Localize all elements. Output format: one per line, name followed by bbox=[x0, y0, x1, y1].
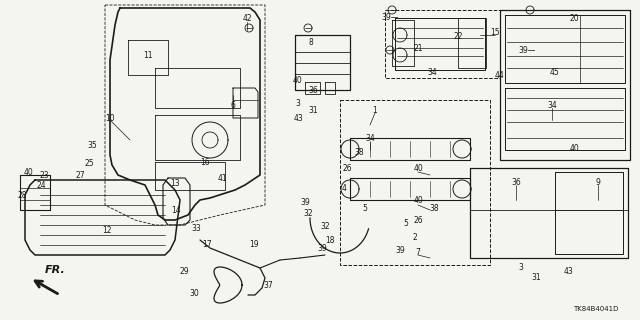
Text: 5: 5 bbox=[404, 219, 408, 228]
Text: 32: 32 bbox=[303, 209, 313, 218]
Text: 37: 37 bbox=[263, 281, 273, 290]
Text: 39: 39 bbox=[395, 245, 405, 254]
Text: 17: 17 bbox=[202, 239, 212, 249]
Text: 28: 28 bbox=[17, 190, 27, 199]
Text: 7: 7 bbox=[415, 247, 420, 257]
Text: 23: 23 bbox=[39, 171, 49, 180]
Text: 3: 3 bbox=[296, 99, 300, 108]
Text: 39—: 39— bbox=[518, 45, 536, 54]
Text: 40: 40 bbox=[23, 167, 33, 177]
Text: 8: 8 bbox=[308, 37, 314, 46]
Text: 22: 22 bbox=[453, 31, 463, 41]
Text: 11: 11 bbox=[143, 51, 153, 60]
Text: 20: 20 bbox=[569, 13, 579, 22]
Text: 36: 36 bbox=[511, 178, 521, 187]
Text: 5: 5 bbox=[363, 204, 367, 212]
Text: 34: 34 bbox=[365, 133, 375, 142]
Text: 31: 31 bbox=[308, 106, 318, 115]
Text: 36: 36 bbox=[308, 85, 318, 94]
Text: 34: 34 bbox=[547, 100, 557, 109]
Text: 43: 43 bbox=[564, 268, 574, 276]
Text: 34: 34 bbox=[427, 68, 437, 76]
Text: 3: 3 bbox=[518, 263, 524, 273]
Text: 26: 26 bbox=[342, 164, 352, 172]
Text: 12: 12 bbox=[102, 226, 112, 235]
Text: 6: 6 bbox=[230, 100, 236, 109]
Text: 19: 19 bbox=[249, 239, 259, 249]
Text: 4: 4 bbox=[342, 183, 346, 193]
Text: 39: 39 bbox=[317, 244, 327, 252]
Text: 26: 26 bbox=[413, 215, 423, 225]
Text: 2: 2 bbox=[413, 233, 417, 242]
Text: 38: 38 bbox=[429, 204, 439, 212]
Text: 14: 14 bbox=[171, 205, 181, 214]
Text: 40: 40 bbox=[292, 76, 302, 84]
Text: TK84B4041D: TK84B4041D bbox=[573, 306, 618, 312]
Text: 15: 15 bbox=[490, 28, 500, 36]
Text: 13: 13 bbox=[170, 179, 180, 188]
Text: 39—: 39— bbox=[381, 12, 399, 21]
Text: 10: 10 bbox=[105, 114, 115, 123]
Text: 44: 44 bbox=[494, 70, 504, 79]
Text: 38: 38 bbox=[354, 148, 364, 156]
Text: 45: 45 bbox=[550, 68, 560, 76]
Text: 42: 42 bbox=[242, 13, 252, 22]
Text: 41: 41 bbox=[217, 173, 227, 182]
Text: 9: 9 bbox=[596, 178, 600, 187]
Text: 27: 27 bbox=[75, 171, 85, 180]
Text: 39: 39 bbox=[300, 197, 310, 206]
Text: 16: 16 bbox=[200, 157, 210, 166]
Text: 25: 25 bbox=[84, 158, 94, 167]
Text: 40: 40 bbox=[413, 164, 423, 172]
Text: 29: 29 bbox=[179, 268, 189, 276]
Text: 32: 32 bbox=[320, 221, 330, 230]
Text: FR.: FR. bbox=[45, 265, 65, 275]
Text: 33: 33 bbox=[191, 223, 201, 233]
Text: 24: 24 bbox=[36, 180, 46, 189]
Text: 40: 40 bbox=[413, 196, 423, 204]
Text: 18: 18 bbox=[325, 236, 335, 244]
Text: 43: 43 bbox=[293, 114, 303, 123]
Text: 35: 35 bbox=[87, 140, 97, 149]
Text: 31: 31 bbox=[531, 274, 541, 283]
Text: 40: 40 bbox=[569, 143, 579, 153]
Text: 30: 30 bbox=[189, 289, 199, 298]
Text: 1: 1 bbox=[372, 106, 378, 115]
Text: 21: 21 bbox=[413, 44, 423, 52]
